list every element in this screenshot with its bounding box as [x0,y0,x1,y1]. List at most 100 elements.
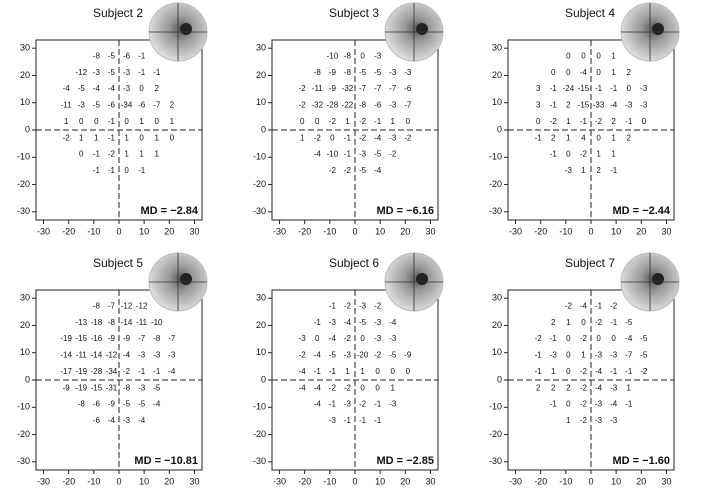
deviation-value: 1 [611,51,616,60]
deviation-value: -4 [123,351,131,360]
deviation-value: 0 [566,367,571,376]
x-tick-label: 30 [661,476,671,486]
deviation-value: -3 [299,334,307,343]
deviation-value: -4 [314,383,322,392]
deviation-value: -7 [625,351,633,360]
deviation-value: -1 [108,133,116,142]
deviation-value: -2 [299,351,307,360]
field-map-inset [384,2,444,62]
deviation-value: -5 [329,351,337,360]
deviation-value: -4 [580,301,588,310]
x-tick-label: 20 [164,476,174,486]
deviation-value: 3 [536,84,541,93]
deviation-value: -2 [535,334,543,343]
y-tick-label: -10 [489,152,502,162]
y-tick-label: 10 [256,347,266,357]
deviation-value: -10 [327,150,339,159]
deviation-value: 0 [94,117,99,126]
deviation-value: -14 [121,318,133,327]
y-tick-label: 0 [25,374,30,384]
deviation-value: -3 [595,416,603,425]
deviation-value: -1 [138,68,146,77]
deviation-value: 0 [170,133,175,142]
deviation-value: -9 [329,68,337,77]
deviation-value: 0 [566,150,571,159]
deviation-value: -1 [314,367,322,376]
deviation-value: 0 [155,117,160,126]
deviation-value: -19 [60,334,72,343]
deviation-value: -2 [359,133,367,142]
deviation-value: 1 [124,150,129,159]
deviation-value: -1 [374,416,382,425]
x-tick-label: 10 [611,226,621,236]
deviation-value: -4 [299,383,307,392]
deviation-value: -7 [153,101,161,110]
md-annotation: MD = −6.16 [377,205,434,217]
deviation-value: -12 [136,301,148,310]
deviation-value: -1 [625,400,633,409]
deviation-value: -8 [153,334,161,343]
deviation-value: -4 [108,416,116,425]
deviation-value: -20 [357,351,369,360]
y-tick-label: -30 [253,456,266,466]
deviation-value: -4 [595,367,603,376]
deviation-value: -4 [314,150,322,159]
deviation-value: 1 [155,150,160,159]
deviation-value: -1 [550,150,558,159]
x-tick-label: 20 [400,226,410,236]
deviation-value: -5 [108,51,116,60]
deviation-value: -1 [550,400,558,409]
deviation-value: 0 [581,318,586,327]
deviation-value: -7 [389,84,397,93]
deviation-value: 1 [64,117,69,126]
deviation-value: -1 [550,101,558,110]
deviation-value: -3 [610,416,618,425]
deviation-value: -3 [610,383,618,392]
deviation-value: -17 [60,367,72,376]
deviation-value: 1 [581,351,586,360]
y-tick-label: 0 [497,374,502,384]
deviation-value: -5 [389,351,397,360]
deviation-value: -4 [389,318,397,327]
panel-title: Subject 7 [565,256,615,270]
y-tick-label: -20 [17,429,30,439]
deviation-value: -11 [61,101,73,110]
deviation-value: -2 [374,301,382,310]
deviation-value: 0 [611,334,616,343]
deviation-value: -2 [63,133,71,142]
y-tick-label: 20 [20,320,30,330]
deviation-value: -6 [123,51,131,60]
deviation-value: -3 [329,318,337,327]
y-tick-label: 10 [20,347,30,357]
x-tick-label: -10 [559,226,572,236]
deviation-value: -4 [314,351,322,360]
x-tick-label: -10 [87,226,100,236]
deviation-value: 0 [536,117,541,126]
y-tick-label: -20 [17,179,30,189]
deviation-value: -2 [389,150,397,159]
x-tick-label: 30 [189,476,199,486]
y-tick-label: -30 [489,456,502,466]
deviation-value: 0 [596,334,601,343]
deviation-value: -1 [374,117,382,126]
y-tick-label: 30 [492,43,502,53]
deviation-value: -3 [374,334,382,343]
y-tick-label: 30 [20,43,30,53]
deviation-value: 4 [581,133,586,142]
x-tick-label: -30 [273,476,286,486]
panel-title: Subject 6 [329,256,379,270]
deviation-value: -2 [329,166,337,175]
x-tick-label: -20 [298,226,311,236]
deviation-value: -2 [329,383,337,392]
deviation-value: -14 [60,351,72,360]
deviation-value: 1 [345,117,350,126]
deviation-value: -3 [374,51,382,60]
deviation-value: 0 [360,51,365,60]
y-tick-label: -20 [489,429,502,439]
deviation-value: -4 [610,400,618,409]
deviation-value: -1 [580,117,588,126]
y-tick-label: 10 [492,347,502,357]
deviation-value: -4 [580,68,588,77]
deviation-value: 1 [94,133,99,142]
